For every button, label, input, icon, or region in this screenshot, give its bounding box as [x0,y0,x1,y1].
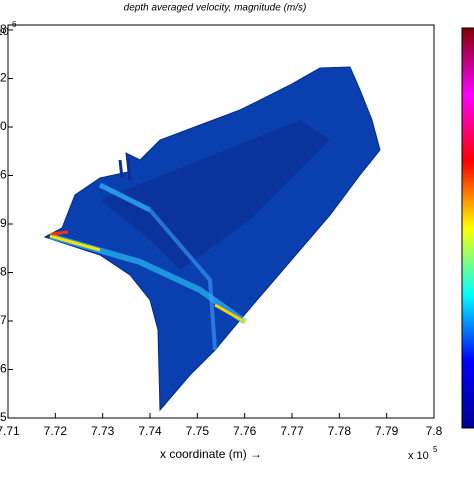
y-tick-label: 5 [0,410,7,424]
y-tick-label: 0 [0,119,7,133]
y-exponent-power: 6 [12,20,17,29]
y-tick-label: 8 [0,22,7,36]
x-exponent-power: 5 [433,445,438,454]
y-exponent: x 10 [0,26,9,38]
y-tick-label: 6 [0,168,7,182]
x-tick-label: 7.78 [328,424,352,438]
x-exponent: x 10 [408,450,429,462]
colorbar [461,27,474,429]
x-tick-label: 7.71 [0,424,20,438]
y-tick-label: 9 [0,216,7,230]
x-tick-label: 7.77 [280,424,304,438]
chart-title: depth averaged velocity, magnitude (m/s) [124,3,307,14]
velocity-field [43,66,381,412]
y-tick-label: 6 [0,362,7,376]
x-tick-label: 7.79 [375,424,399,438]
x-axis-label: x coordinate (m) → [160,447,262,461]
y-tick-label: 7 [0,313,7,327]
x-tick-label: 7.72 [44,424,68,438]
y-tick-label: 2 [0,71,7,85]
x-tick-label: 7.75 [186,424,210,438]
x-tick-label: 7.73 [91,424,115,438]
x-tick-label: 7.74 [138,424,162,438]
x-tick-label: 7.8 [426,424,443,438]
y-tick-label: 8 [0,265,7,279]
x-tick-label: 7.76 [233,424,257,438]
